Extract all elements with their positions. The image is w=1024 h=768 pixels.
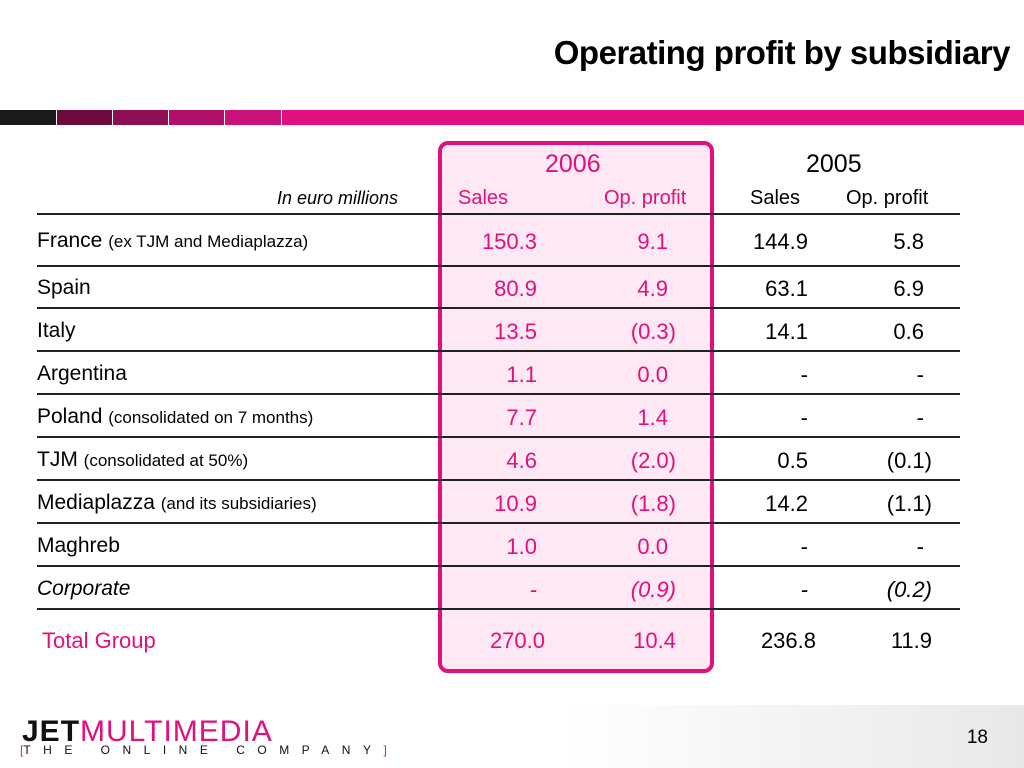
row-note: (and its subsidiaries) — [160, 494, 317, 513]
header-bar-dark — [0, 110, 56, 125]
col-op-2005: Op. profit — [846, 187, 929, 209]
header-bar-main — [282, 110, 1024, 125]
row-divider — [37, 522, 960, 524]
page-number: 18 — [966, 727, 988, 748]
row-name: TJM (consolidated at 50%) — [37, 448, 248, 472]
header-bar-seg1 — [57, 110, 112, 125]
row-label: Maghreb — [37, 534, 120, 557]
header-bar-seg2 — [113, 110, 168, 125]
cell-op-2006: (2.0) — [630, 448, 676, 473]
cell-sales-2005: - — [800, 405, 808, 430]
col-sales-2005: Sales — [750, 187, 801, 209]
cell-sales-2006: 7.7 — [506, 405, 537, 430]
col-sales-2006: Sales — [458, 187, 509, 209]
cell-sales-2005: 0.5 — [777, 448, 808, 473]
cell-sales-2006: 1.1 — [506, 362, 537, 387]
cell-sales-2005: - — [800, 362, 808, 387]
row-name: Maghreb — [37, 534, 120, 558]
row-label: Argentina — [37, 362, 127, 385]
row-divider — [37, 436, 960, 438]
row-label: Corporate — [37, 577, 131, 600]
cell-op-2005: - — [916, 362, 924, 387]
logo-multimedia: MULTIMEDIA — [80, 715, 273, 748]
cell-op-2005: 5.8 — [893, 229, 924, 254]
cell-sales-2006: - — [529, 577, 537, 602]
cell-sales-2005: 14.2 — [765, 491, 808, 516]
cell-sales-2005: 63.1 — [765, 276, 808, 301]
row-note: (consolidated at 50%) — [83, 451, 249, 470]
cell-sales-2005: 144.9 — [752, 229, 808, 254]
highlight-2006-box — [438, 141, 714, 673]
total-name: Total Group — [42, 628, 156, 653]
logo-tagline: [THE ONLINE COMPANY] — [20, 743, 387, 757]
cell-sales-2006: 1.0 — [506, 534, 537, 559]
cell-op-2006: 0.0 — [637, 362, 668, 387]
slide-title: Operating profit by subsidiary — [553, 34, 1011, 71]
company-logo: JETMULTIMEDIA — [22, 715, 273, 749]
total-op-2006: 10.4 — [633, 628, 676, 653]
cell-sales-2005: 14.1 — [765, 319, 808, 344]
row-divider — [37, 608, 960, 610]
logo-bracket-open: [ — [20, 743, 24, 757]
row-name: France (ex TJM and Mediaplazza) — [37, 229, 308, 253]
cell-op-2006: 1.4 — [637, 405, 668, 430]
cell-op-2005: (0.1) — [886, 448, 932, 473]
year-2005-header: 2005 — [806, 150, 862, 178]
row-divider — [37, 393, 960, 395]
row-name: Mediaplazza (and its subsidiaries) — [37, 491, 317, 515]
row-name: Poland (consolidated on 7 months) — [37, 405, 313, 429]
row-label: TJM — [37, 448, 78, 471]
row-note: (ex TJM and Mediaplazza) — [108, 232, 309, 251]
header-bar-seg3 — [169, 110, 224, 125]
row-label: France — [37, 229, 103, 252]
cell-sales-2006: 150.3 — [481, 229, 537, 254]
year-2006-header: 2006 — [545, 150, 601, 178]
cell-op-2006: 4.9 — [637, 276, 668, 301]
cell-op-2006: 0.0 — [637, 534, 668, 559]
total-op-2005: 11.9 — [890, 628, 932, 653]
cell-sales-2006: 80.9 — [494, 276, 537, 301]
cell-op-2006: 9.1 — [637, 229, 668, 254]
logo-tagline-text: THE ONLINE COMPANY — [23, 743, 384, 757]
cell-sales-2006: 13.5 — [494, 319, 537, 344]
row-label: Spain — [37, 276, 91, 299]
cell-op-2005: (0.2) — [886, 577, 932, 602]
row-label: Italy — [37, 319, 76, 342]
cell-sales-2006: 4.6 — [506, 448, 537, 473]
total-sales-2005: 236.8 — [760, 628, 816, 653]
row-name: Spain — [37, 276, 91, 300]
row-name: Corporate — [37, 577, 130, 601]
row-name: Italy — [37, 319, 76, 343]
cell-op-2006: (1.8) — [630, 491, 676, 516]
col-op-2006: Op. profit — [604, 187, 687, 209]
cell-op-2006: (0.9) — [630, 577, 676, 602]
logo-jet: JET — [22, 715, 81, 748]
row-divider — [37, 479, 960, 481]
row-divider — [37, 565, 960, 567]
row-divider — [37, 265, 960, 267]
row-note: (consolidated on 7 months) — [108, 408, 314, 427]
header-divider — [37, 213, 960, 215]
row-divider — [37, 350, 960, 352]
row-label: Poland — [37, 405, 103, 428]
cell-op-2005: - — [916, 534, 924, 559]
unit-label: In euro millions — [276, 188, 398, 208]
cell-op-2006: (0.3) — [630, 319, 676, 344]
cell-sales-2005: - — [800, 577, 808, 602]
row-label: Mediaplazza — [37, 491, 155, 514]
row-name: Argentina — [37, 362, 127, 386]
logo-bracket-close: ] — [383, 743, 387, 757]
cell-op-2005: 6.9 — [893, 276, 924, 301]
cell-op-2005: 0.6 — [893, 319, 924, 344]
cell-op-2005: (1.1) — [886, 491, 932, 516]
cell-op-2005: - — [916, 405, 924, 430]
total-sales-2006: 270.0 — [489, 628, 545, 653]
footer-band — [0, 705, 1024, 768]
header-bar-seg4 — [225, 110, 281, 125]
cell-sales-2006: 10.9 — [494, 491, 537, 516]
cell-sales-2005: - — [800, 534, 808, 559]
row-divider — [37, 307, 960, 309]
